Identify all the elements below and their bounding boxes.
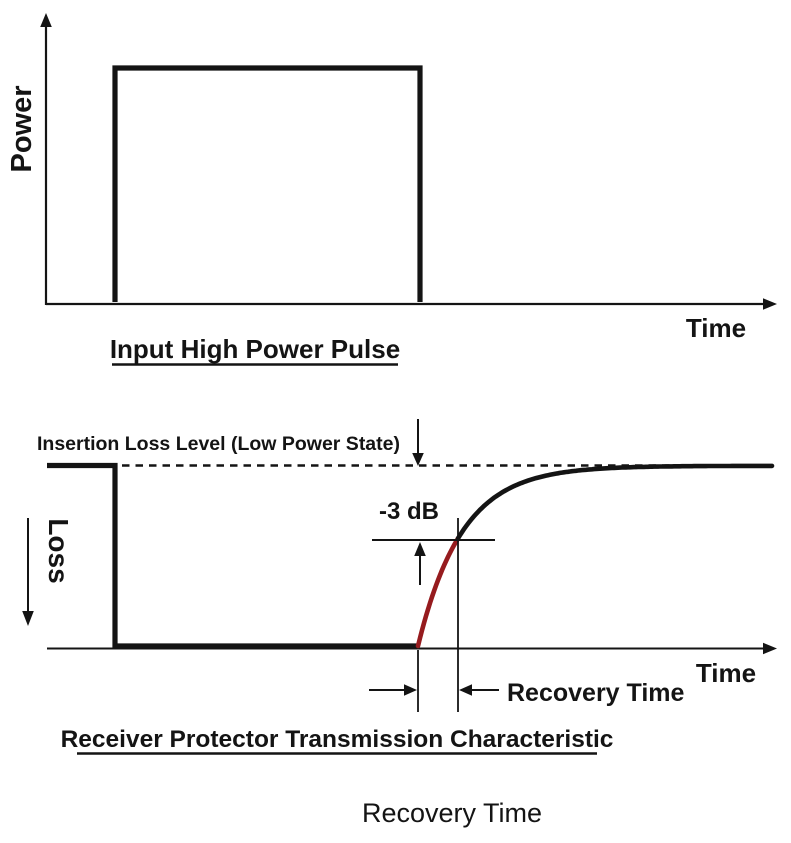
top-x-axis-arrow-icon <box>763 298 777 310</box>
top-x-axis-label: Time <box>686 313 746 343</box>
bottom-x-axis-arrow-icon <box>763 642 777 655</box>
bottom-y-axis-label: Loss <box>43 518 74 583</box>
top-plot: Power Time Input High Power Pulse <box>6 13 777 366</box>
minus-3db-arrow-up-icon <box>414 542 426 556</box>
bottom-plot-title: Receiver Protector Transmission Characte… <box>61 726 614 753</box>
top-plot-title: Input High Power Pulse <box>110 334 400 364</box>
minus-3db-label: -3 dB <box>379 498 439 525</box>
bottom-plot: Insertion Loss Level (Low Power State) L… <box>22 419 777 755</box>
top-y-axis-label: Power <box>6 85 38 172</box>
recovery-curve-red <box>415 536 461 649</box>
recovery-time-annotation: Recovery Time <box>507 679 685 707</box>
insertion-loss-annotation: Insertion Loss Level (Low Power State) <box>37 433 400 455</box>
loss-direction-arrow-down-icon <box>22 611 34 626</box>
insertion-level-arrow-down-icon <box>412 453 424 466</box>
loss-step-waveform <box>47 462 418 649</box>
recovery-curve-black <box>455 463 775 541</box>
bottom-x-axis-label: Time <box>696 658 756 688</box>
recovery-bracket-arrow-left-icon <box>459 684 472 696</box>
figure-caption: Recovery Time <box>362 798 542 828</box>
input-pulse-waveform <box>112 65 423 302</box>
top-y-axis-arrow-icon <box>40 13 52 27</box>
recovery-bracket-arrow-right-icon <box>404 684 417 696</box>
